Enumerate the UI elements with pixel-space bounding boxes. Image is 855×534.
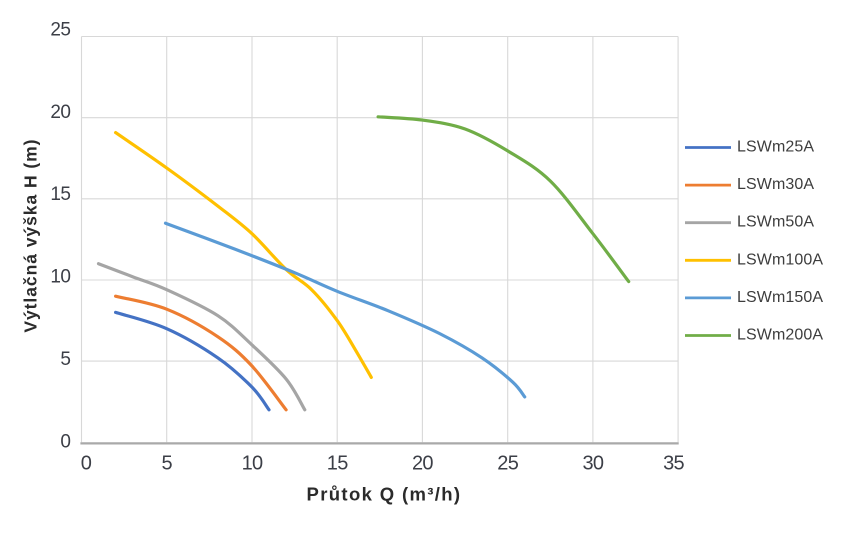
- svg-text:15: 15: [327, 453, 348, 475]
- svg-text:15: 15: [50, 184, 70, 205]
- svg-text:LSWm150A: LSWm150A: [737, 289, 823, 306]
- svg-text:10: 10: [50, 267, 70, 288]
- svg-text:LSWm25A: LSWm25A: [737, 139, 814, 156]
- svg-text:LSWm30A: LSWm30A: [737, 176, 814, 193]
- svg-text:LSWm50A: LSWm50A: [737, 214, 814, 231]
- svg-text:20: 20: [50, 102, 70, 123]
- svg-text:0: 0: [60, 431, 70, 452]
- svg-text:35: 35: [663, 453, 684, 475]
- svg-text:10: 10: [242, 453, 263, 475]
- svg-text:0: 0: [81, 453, 92, 475]
- svg-text:20: 20: [412, 453, 433, 475]
- svg-text:Výtlačná výška H (m): Výtlačná výška H (m): [21, 139, 41, 333]
- svg-text:25: 25: [50, 19, 70, 40]
- svg-text:LSWm100A: LSWm100A: [737, 251, 823, 268]
- svg-text:LSWm200A: LSWm200A: [737, 327, 823, 344]
- svg-text:5: 5: [60, 349, 70, 370]
- svg-text:5: 5: [161, 453, 172, 475]
- svg-text:Průtok Q (m³/h): Průtok Q (m³/h): [307, 484, 462, 505]
- svg-text:25: 25: [497, 453, 518, 475]
- svg-text:30: 30: [582, 453, 603, 475]
